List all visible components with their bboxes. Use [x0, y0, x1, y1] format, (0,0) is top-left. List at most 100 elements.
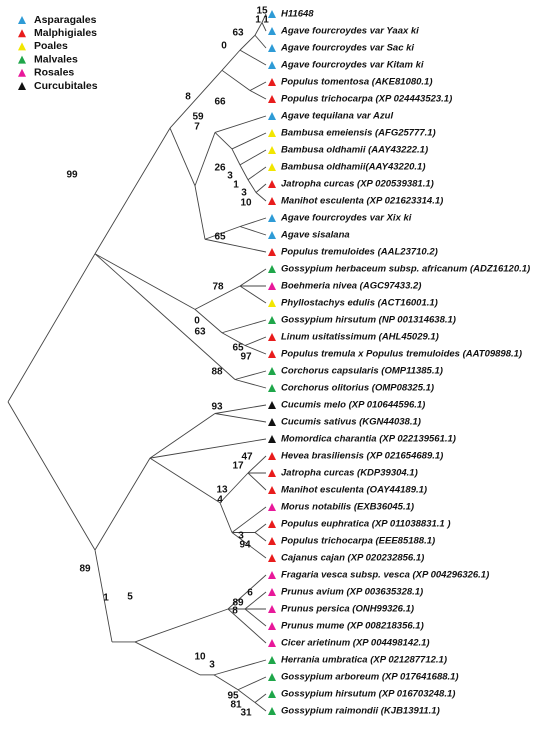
leaf-marker	[268, 554, 276, 562]
leaf-marker	[268, 690, 276, 698]
support-value: 10	[240, 198, 252, 209]
leaf-marker	[268, 129, 276, 137]
branch	[221, 69, 251, 91]
leaf-marker	[268, 10, 276, 18]
support-value: 7	[194, 122, 200, 133]
support-value: 94	[239, 540, 251, 551]
leaf-label: Prunus mume (XP 008218356.1)	[281, 621, 424, 632]
branch	[149, 438, 267, 459]
branch	[7, 253, 96, 403]
support-value: 0	[194, 316, 200, 327]
branch	[194, 132, 216, 187]
leaf-marker	[268, 44, 276, 52]
branch	[261, 13, 267, 23]
support-value: 63	[194, 327, 206, 338]
branch	[254, 34, 267, 49]
support-value: 8	[232, 606, 238, 617]
support-value: 78	[212, 282, 224, 293]
support-value: 1	[255, 15, 261, 26]
branch	[194, 309, 223, 334]
leaf-label: Phyllostachys edulis (ACT16001.1)	[281, 298, 438, 309]
legend-marker	[18, 16, 26, 24]
leaf-label: Manihot esculenta (XP 021623314.1)	[281, 196, 443, 207]
branch	[221, 332, 246, 346]
branch	[214, 413, 267, 423]
branch	[254, 693, 267, 703]
branch	[234, 379, 267, 389]
branch	[234, 370, 267, 380]
leaf-label: Prunus avium (XP 003635328.1)	[281, 587, 423, 598]
branch	[214, 404, 267, 414]
support-value: 15	[256, 6, 268, 17]
leaf-marker	[268, 61, 276, 69]
support-value: 6	[247, 588, 253, 599]
branch	[231, 506, 267, 533]
leaf-label: Agave fourcroydes var Kitam ki	[280, 60, 424, 71]
support-value: 1	[233, 180, 239, 191]
branch	[231, 532, 267, 559]
branch	[194, 185, 206, 240]
branch	[204, 226, 241, 240]
leaf-label: Cicer arietinum (XP 004498142.1)	[281, 638, 430, 649]
support-value: 8	[185, 92, 191, 103]
branch	[244, 608, 267, 627]
support-value: 89	[232, 598, 244, 609]
leaf-marker	[268, 265, 276, 273]
support-value: 97	[240, 352, 252, 363]
support-value: 17	[232, 461, 244, 472]
branch	[239, 226, 267, 236]
leaf-marker	[268, 707, 276, 715]
leaf-label: Corchorus capsularis (OMP11385.1)	[281, 366, 443, 377]
leaf-label: Momordica charantia (XP 022139561.1)	[281, 434, 456, 445]
leaf-label: Prunus persica (ONH99326.1)	[281, 604, 414, 615]
branch	[169, 127, 196, 187]
leaf-label: Populus trichocarpa (EEE85188.1)	[281, 536, 435, 547]
leaf-marker	[268, 673, 276, 681]
branch	[149, 413, 216, 459]
support-value: 66	[214, 97, 226, 108]
leaf-label: Hevea brasiliensis (XP 021654689.1)	[281, 451, 443, 462]
branch	[244, 336, 267, 346]
support-value: 31	[240, 708, 252, 719]
legend-marker	[18, 42, 26, 51]
support-value: 95	[227, 691, 239, 702]
branch	[239, 49, 267, 66]
support-value: 99	[66, 170, 78, 181]
support-value: 59	[192, 112, 204, 123]
leaf-marker	[268, 452, 276, 460]
branch	[219, 502, 233, 533]
branch	[239, 34, 256, 51]
support-value: 89	[79, 564, 91, 575]
branch	[94, 253, 236, 380]
leaf-label: Populus trichocarpa (XP 024443523.1)	[281, 94, 452, 105]
leaf-marker	[268, 299, 276, 307]
branch	[213, 674, 239, 691]
leaf-marker	[268, 435, 276, 443]
support-value: 81	[230, 700, 242, 711]
support-value: 47	[241, 452, 253, 463]
branch	[247, 472, 267, 491]
branch	[219, 472, 249, 504]
branch	[239, 217, 267, 227]
leaf-label: Agave fourcroydes var Xix ki	[280, 213, 412, 224]
leaf-marker	[268, 503, 276, 511]
leaf-label: Cucumis sativus (KGN44038.1)	[281, 417, 421, 428]
branch	[231, 132, 267, 150]
leaf-label: Linum usitatissimum (AHL45029.1)	[281, 332, 439, 343]
branch	[255, 183, 267, 193]
branch	[254, 532, 267, 542]
leaf-label: Populus euphratica (XP 011038831.1 )	[281, 519, 451, 530]
support-value: 1	[103, 593, 109, 604]
branch	[194, 285, 241, 310]
leaf-marker	[268, 588, 276, 596]
branch	[239, 268, 267, 287]
branch	[244, 345, 267, 355]
legend-label: Rosales	[34, 67, 74, 79]
branch	[94, 549, 113, 643]
leaf-label: Gossypium arboreum (XP 017641688.1)	[281, 672, 459, 683]
support-value: 10	[194, 652, 206, 663]
branch	[7, 401, 96, 551]
leaf-marker	[268, 656, 276, 664]
branch	[237, 689, 256, 703]
